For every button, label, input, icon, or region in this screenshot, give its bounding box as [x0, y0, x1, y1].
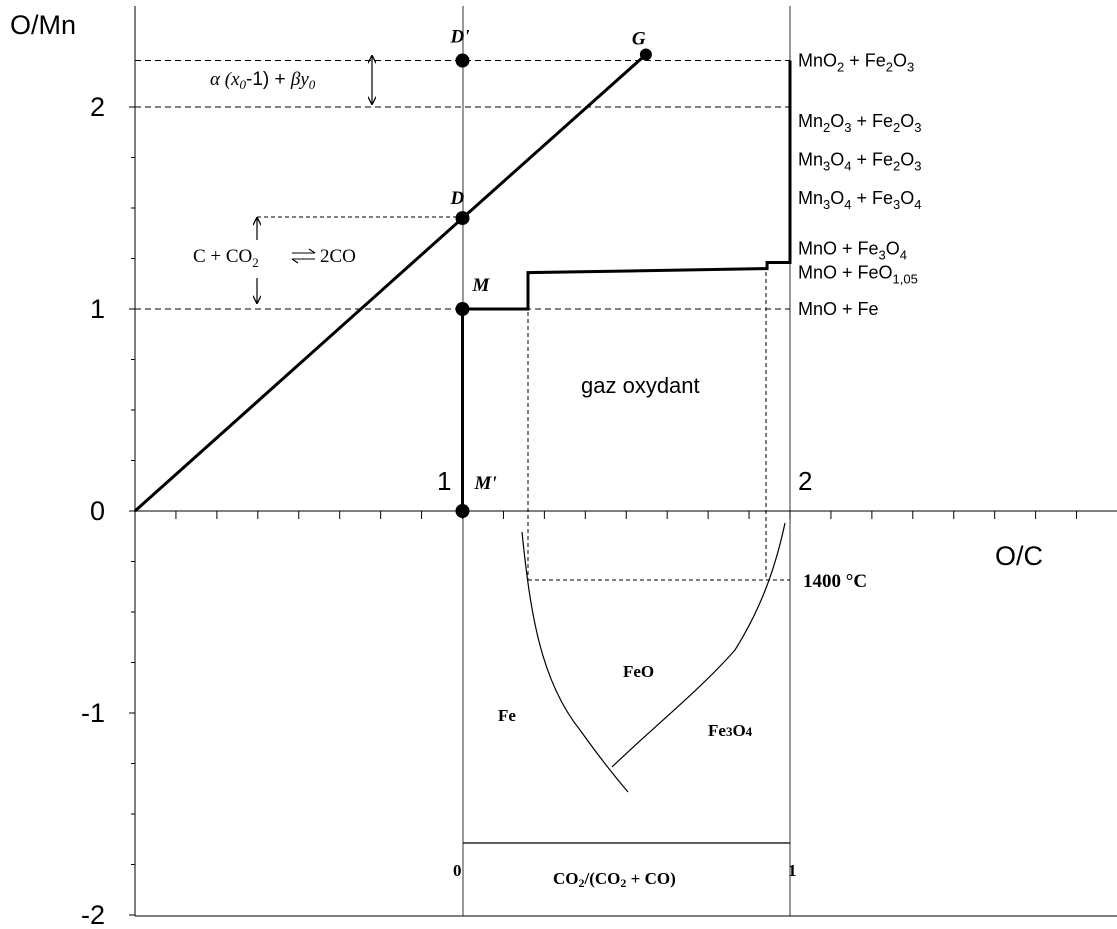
- x-marker-1: 1: [437, 466, 451, 496]
- reaction-right: 2CO: [320, 246, 356, 267]
- series-group: [134, 53, 792, 513]
- point-label: G: [632, 28, 646, 49]
- point-d-prime: [455, 53, 470, 68]
- phase-label: MnO + FeO1,05: [798, 263, 918, 287]
- phase-labels: MnO2 + Fe2O3 Mn2O3 + Fe2O3 Mn3O4 + Fe2O3 Mn…: [798, 51, 922, 319]
- reference-lines: [135, 60, 790, 310]
- y-axis-title: O/Mn: [10, 10, 76, 40]
- y-tick-label: -1: [81, 698, 105, 728]
- phase-label: MnO2 + Fe2O3: [798, 51, 914, 75]
- phase-label: MnO + Fe: [798, 299, 879, 319]
- point-m: [455, 302, 470, 316]
- inset-region-fe3o4: Fe3O4: [708, 721, 753, 740]
- inset-curve-fe-feo: [521, 531, 629, 793]
- equilibrium-arrows: [291, 248, 316, 264]
- phase-label: Mn3O4 + Fe3O4: [798, 188, 922, 212]
- point-label: D: [450, 188, 465, 209]
- reaction-left: C + CO2: [193, 246, 259, 270]
- inset-region-feo: FeO: [623, 662, 654, 681]
- phase-label: MnO + Fe3O4: [798, 238, 907, 262]
- x-axis-title: O/C: [995, 541, 1043, 571]
- point-m-prime: [455, 504, 470, 518]
- point-label: M': [474, 473, 497, 494]
- y-tick-label: 2: [90, 92, 105, 122]
- point-label: D': [450, 27, 470, 48]
- phase-label: Mn3O4 + Fe2O3: [798, 150, 922, 174]
- inset-curve-feo-fe3o4: [611, 522, 786, 768]
- phase-label: Mn2O3 + Fe2O3: [798, 111, 922, 135]
- x-ticks: [134, 511, 1078, 519]
- inset-tick-0: 0: [453, 861, 462, 880]
- inset-x-label: CO2/(CO2 + CO): [553, 869, 676, 890]
- point-label: M: [472, 275, 491, 296]
- y-tick-label: 0: [90, 496, 105, 526]
- gas-line: [134, 53, 647, 513]
- inset-region-fe: Fe: [498, 706, 516, 725]
- inset-tick-1: 1: [788, 861, 797, 880]
- points-group: D' G D M M': [450, 27, 652, 518]
- point-d: [455, 211, 470, 226]
- alpha-annotation: α (x0-1) + βy0: [210, 69, 316, 92]
- temperature-label: 1400 °C: [803, 571, 867, 592]
- reduction-path: [461, 60, 792, 511]
- point-g: [639, 48, 652, 61]
- y-tick-label: 1: [90, 294, 105, 324]
- x-marker-2: 2: [798, 466, 812, 496]
- y-tick-label: -2: [81, 900, 105, 929]
- gas-oxidant-label: gaz oxydant: [581, 373, 700, 398]
- y-ticks: -2 -1 0 1 2: [81, 92, 135, 929]
